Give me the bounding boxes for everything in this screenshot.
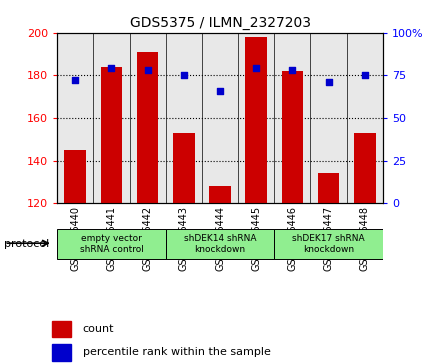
Point: [361, 72, 368, 78]
Bar: [166, 229, 274, 259]
Bar: [318, 174, 339, 203]
Text: shDEK14 shRNA
knockdown: shDEK14 shRNA knockdown: [184, 234, 256, 254]
Point: [72, 78, 79, 83]
Title: GDS5375 / ILMN_2327203: GDS5375 / ILMN_2327203: [129, 16, 311, 30]
Bar: [57, 33, 93, 203]
Point: [289, 67, 296, 73]
Text: protocol: protocol: [4, 239, 50, 249]
Bar: [347, 33, 383, 203]
Bar: [52, 344, 71, 361]
Bar: [282, 71, 303, 203]
Bar: [274, 229, 383, 259]
Text: shDEK17 shRNA
knockdown: shDEK17 shRNA knockdown: [292, 234, 365, 254]
Bar: [57, 229, 166, 259]
Text: percentile rank within the sample: percentile rank within the sample: [83, 347, 271, 357]
Point: [216, 88, 224, 94]
Bar: [52, 321, 71, 337]
Bar: [354, 133, 376, 203]
Bar: [311, 33, 347, 203]
Point: [253, 66, 260, 72]
Bar: [129, 33, 166, 203]
Bar: [274, 33, 311, 203]
Bar: [246, 37, 267, 203]
Bar: [202, 33, 238, 203]
Point: [325, 79, 332, 85]
Bar: [166, 33, 202, 203]
Text: empty vector
shRNA control: empty vector shRNA control: [80, 234, 143, 254]
Bar: [209, 186, 231, 203]
Point: [144, 67, 151, 73]
Bar: [101, 67, 122, 203]
Point: [108, 66, 115, 72]
Bar: [238, 33, 274, 203]
Text: count: count: [83, 323, 114, 334]
Bar: [137, 52, 158, 203]
Bar: [64, 150, 86, 203]
Bar: [93, 33, 129, 203]
Bar: [173, 133, 194, 203]
Point: [180, 72, 187, 78]
